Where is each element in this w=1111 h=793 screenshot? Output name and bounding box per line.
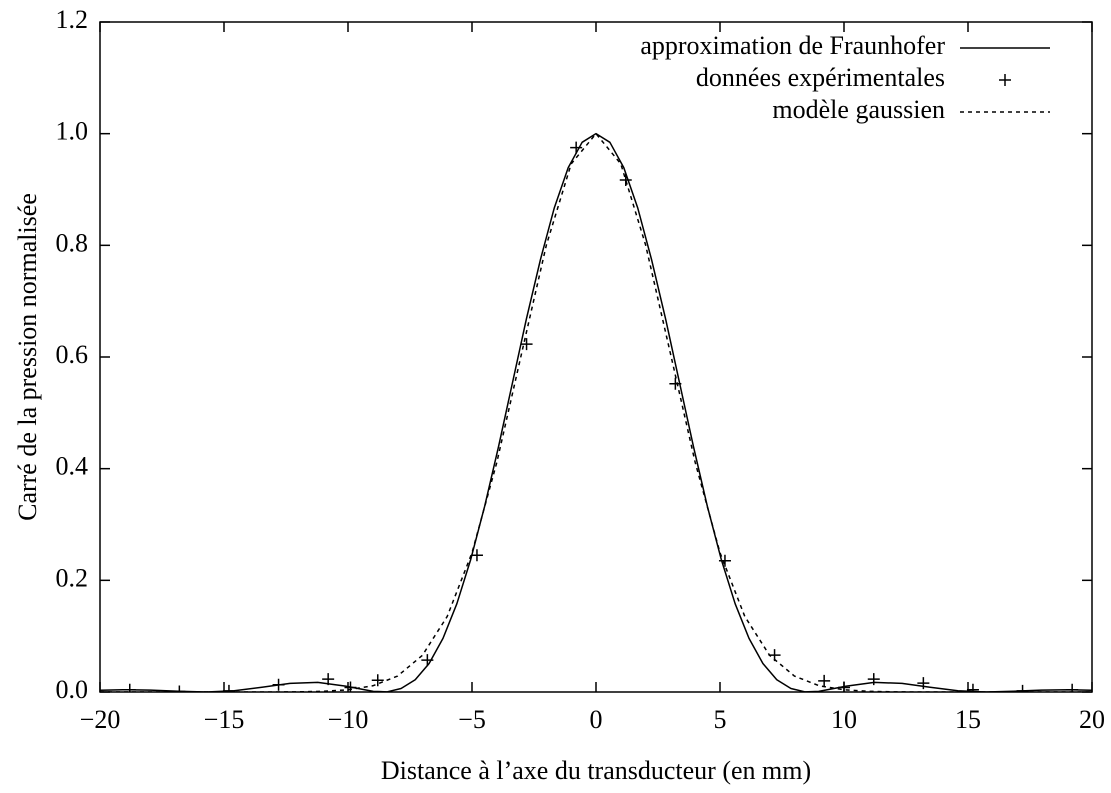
legend-label: modèle gaussien (772, 95, 945, 124)
y-tick-label: 1.2 (56, 5, 89, 34)
legend-label: données expérimentales (696, 63, 945, 92)
data-point (344, 681, 357, 692)
x-tick-label: −20 (80, 705, 121, 734)
data-line (100, 132, 1092, 692)
data-point (322, 673, 335, 686)
y-tick-label: 0.8 (56, 228, 89, 257)
x-tick-label: 10 (831, 705, 857, 734)
data-point (1066, 683, 1079, 692)
data-point (272, 678, 285, 691)
data-point (966, 683, 979, 692)
data-point (669, 377, 682, 390)
x-tick-label: −15 (204, 705, 245, 734)
legend-marker (999, 74, 1011, 86)
x-tick-label: −10 (328, 705, 369, 734)
data-point (222, 684, 235, 692)
data-point (718, 554, 731, 567)
data-point (1016, 684, 1029, 692)
y-tick-label: 1.0 (56, 117, 89, 146)
x-tick-label: 5 (714, 705, 727, 734)
y-tick-label: 0.6 (56, 340, 89, 369)
x-tick-label: −5 (458, 705, 486, 734)
data-point (917, 677, 930, 690)
y-tick-label: 0.2 (56, 563, 89, 592)
y-axis-label: Carré de la pression normalisée (13, 193, 42, 521)
data-point (818, 674, 831, 687)
data-point (123, 683, 136, 692)
y-tick-label: 0.0 (56, 675, 89, 704)
x-tick-label: 0 (590, 705, 603, 734)
x-tick-label: 20 (1079, 705, 1105, 734)
data-line (100, 132, 1092, 692)
plot-area (100, 132, 1092, 692)
x-axis-label: Distance à l’axe du transducteur (en mm) (381, 756, 811, 785)
data-point (421, 654, 434, 667)
data-point (371, 674, 384, 687)
data-point (520, 338, 533, 351)
data-point (470, 549, 483, 562)
y-tick-label: 0.4 (56, 452, 89, 481)
x-tick-label: 15 (955, 705, 981, 734)
data-point (867, 673, 880, 686)
data-point (619, 174, 632, 187)
data-point (570, 141, 583, 154)
legend-label: approximation de Fraunhofer (640, 31, 945, 60)
